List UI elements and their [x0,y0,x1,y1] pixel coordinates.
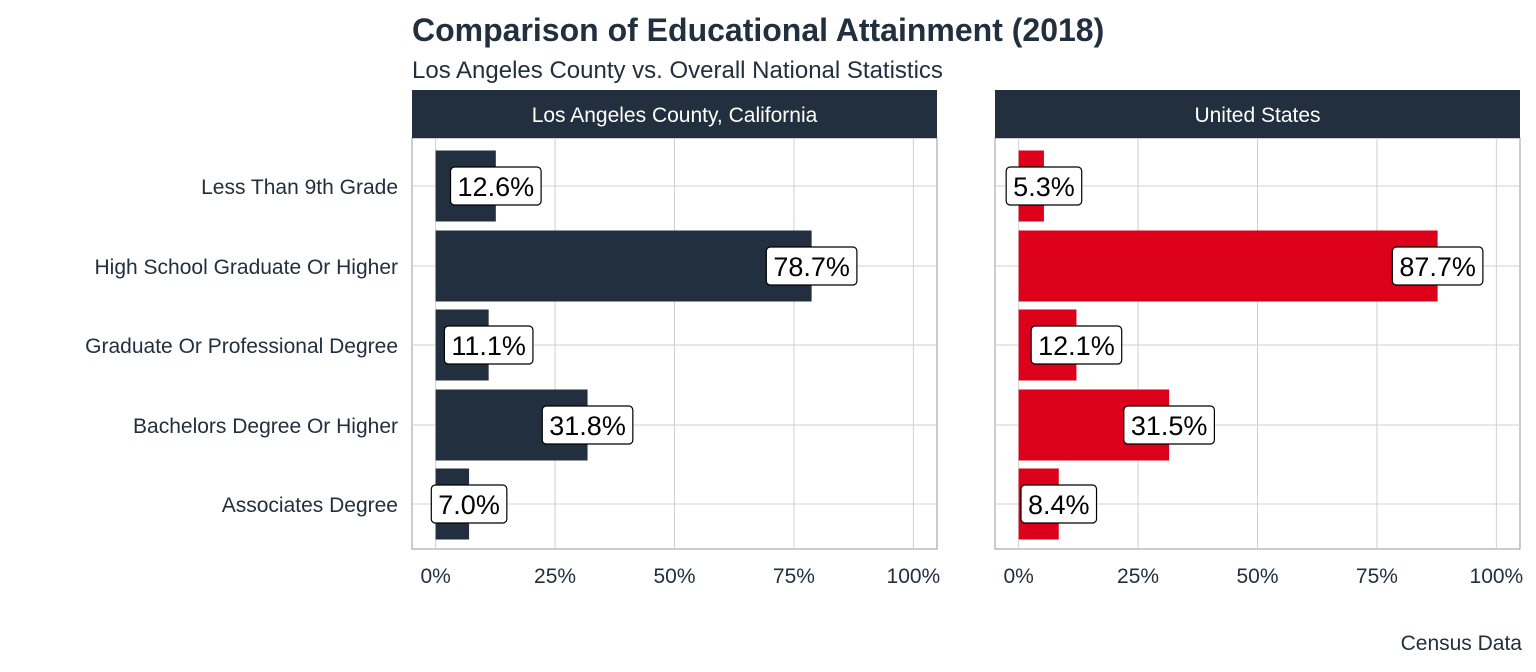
data-label-box-united-states [1123,405,1215,445]
data-label-box-united-states [1030,325,1123,365]
data-label-box-united-states [1020,484,1098,524]
x-tick-label-la-county: 0% [420,565,450,588]
data-label-box-united-states [1005,166,1083,206]
data-label-united-states: 5.3% [1013,172,1075,202]
data-label-united-states: 12.1% [1038,331,1115,361]
chart-caption: Census Data [1400,632,1522,655]
data-label-box-la-county [765,246,858,286]
panel-title-la-county: Los Angeles County, California [532,104,818,127]
bar-la-county [435,230,812,302]
panel-strip-la-county [412,90,937,138]
x-tick-label-united-states: 0% [1003,565,1033,588]
x-tick-label-united-states: 75% [1356,565,1398,588]
y-category-label: Graduate Or Professional Degree [85,335,398,358]
x-tick-label-la-county: 25% [534,565,576,588]
y-category-label: High School Graduate Or Higher [95,256,399,279]
data-label-united-states: 87.7% [1399,252,1476,282]
data-label-united-states: 31.5% [1131,411,1208,441]
x-tick-label-la-county: 75% [773,565,815,588]
x-tick-label-united-states: 25% [1117,565,1159,588]
chart-title: Comparison of Educational Attainment (20… [412,12,1105,48]
data-label-box-la-county [430,484,508,524]
panel-strip-united-states [995,90,1520,138]
chart-subtitle: Los Angeles County vs. Overall National … [412,57,943,84]
data-label-la-county: 12.6% [458,172,535,202]
data-label-box-la-county [449,166,542,206]
x-tick-label-la-county: 100% [887,565,941,588]
data-label-united-states: 8.4% [1028,490,1090,520]
y-category-label: Associates Degree [222,494,398,517]
panel-title-united-states: United States [1194,104,1320,127]
x-tick-label-united-states: 100% [1470,565,1524,588]
data-label-la-county: 7.0% [438,490,500,520]
x-tick-label-la-county: 50% [653,565,695,588]
bar-united-states [1018,230,1438,302]
data-label-box-la-county [443,325,534,365]
y-category-label: Bachelors Degree Or Higher [133,415,398,438]
data-label-box-united-states [1391,246,1484,286]
y-category-label: Less Than 9th Grade [201,176,398,199]
x-tick-label-united-states: 50% [1236,565,1278,588]
data-label-box-la-county [541,405,634,445]
data-label-la-county: 78.7% [773,252,850,282]
data-label-la-county: 31.8% [549,411,626,441]
data-label-la-county: 11.1% [451,331,526,361]
